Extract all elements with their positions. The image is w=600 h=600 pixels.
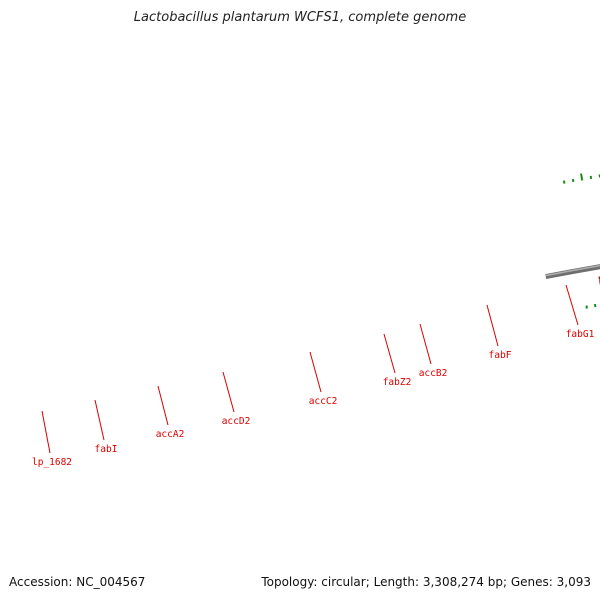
backbone-layer — [545, 264, 600, 280]
gene-label[interactable]: fabZ2 — [383, 377, 412, 388]
gene-leader-line — [486, 304, 499, 347]
accession-info: Accession: NC_004567 — [9, 575, 145, 589]
gene-label[interactable]: accD2 — [222, 416, 251, 427]
outer-tick-mark — [571, 178, 575, 183]
gene-label[interactable]: accC2 — [309, 396, 338, 407]
gene-label[interactable]: accB2 — [419, 368, 448, 379]
accession-value: NC_004567 — [76, 575, 146, 589]
gene-leader-line — [157, 385, 169, 426]
gene-leader-line — [383, 333, 396, 374]
inner-tick-mark — [585, 305, 588, 309]
gene-leader-line — [419, 323, 432, 365]
forward-gene-shine — [599, 278, 600, 281]
gene-label[interactable]: fabF — [489, 350, 512, 361]
gene-leader-line — [309, 351, 322, 393]
outer-tick-mark — [589, 175, 593, 180]
gene-label[interactable]: fabI — [95, 444, 118, 455]
genome-summary: Topology: circular; Length: 3,308,274 bp… — [261, 575, 591, 589]
genome-backbone — [545, 264, 600, 280]
gene-label[interactable]: accA2 — [156, 429, 185, 440]
gene-label[interactable]: fabG1 — [566, 329, 595, 340]
topology-label: Topology: — [261, 575, 318, 589]
genes-value: 3,093 — [556, 575, 591, 589]
topology-value: circular — [321, 575, 366, 589]
inner-tick-mark — [593, 303, 597, 308]
length-value: 3,308,274 bp — [422, 575, 503, 589]
accession-label: Accession: — [9, 575, 73, 589]
tick-layer: 1526 kbp1527 kbp1528 kbp1529 kbp1530 kbp… — [562, 173, 600, 309]
gene-leader-line — [222, 371, 235, 413]
outer-tick-mark — [580, 173, 584, 181]
length-label: Length: — [373, 575, 420, 589]
genes-label: Genes: — [510, 575, 553, 589]
gene-leader-line — [94, 399, 105, 441]
map-title: Lactobacillus plantarum WCFS1, complete … — [133, 10, 467, 25]
gene-leader-line — [565, 284, 579, 326]
gene-label[interactable]: lp_1682 — [32, 457, 72, 468]
gene-label-layer: fabG1 fabF accB2 fabZ2 accC2 accD2 accA2 fabI lp… — [32, 284, 595, 468]
gene-leader-line — [41, 410, 51, 454]
outer-tick-mark — [562, 180, 566, 184]
